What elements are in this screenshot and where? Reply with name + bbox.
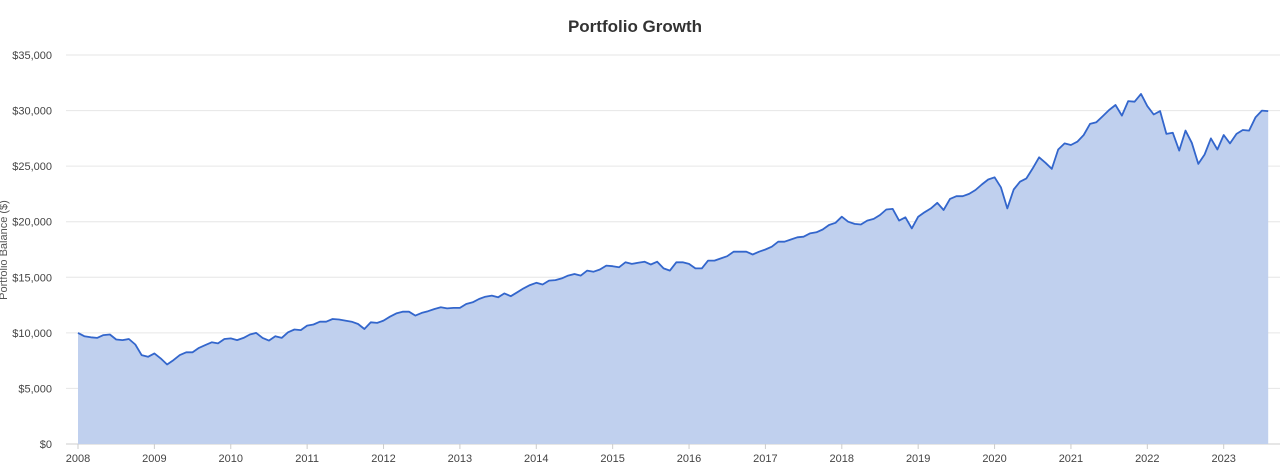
x-tick-label: 2009 bbox=[142, 453, 166, 465]
x-tick-label: 2011 bbox=[295, 453, 319, 465]
y-tick-label: $30,000 bbox=[12, 106, 52, 118]
x-tick-label: 2012 bbox=[371, 453, 395, 465]
y-tick-label: $5,000 bbox=[18, 383, 52, 395]
y-tick-label: $10,000 bbox=[12, 328, 52, 340]
y-tick-label: $35,000 bbox=[12, 50, 52, 62]
x-tick-label: 2020 bbox=[982, 453, 1006, 465]
y-tick-label: $15,000 bbox=[12, 272, 52, 284]
y-tick-label: $25,000 bbox=[12, 161, 52, 173]
x-tick-label: 2022 bbox=[1135, 453, 1159, 465]
series-line bbox=[77, 93, 1269, 366]
x-tick-label: 2008 bbox=[66, 453, 90, 465]
x-tick-label: 2017 bbox=[753, 453, 777, 465]
plot-area bbox=[77, 93, 1269, 445]
x-tick-label: 2018 bbox=[830, 453, 854, 465]
y-tick-label: $20,000 bbox=[12, 217, 52, 229]
x-tick-label: 2010 bbox=[219, 453, 243, 465]
y-tick-label: $0 bbox=[40, 439, 52, 451]
axes: $0 $5,000 $10,000 $15,000 $20,000 $25,000 $30,… bbox=[12, 50, 1236, 465]
x-tick-label: 2014 bbox=[524, 453, 548, 465]
y-axis-title: Portfolio Balance ($) bbox=[0, 200, 10, 300]
series-area bbox=[78, 93, 1269, 445]
x-tick-label: 2013 bbox=[448, 453, 472, 465]
x-tick-label: 2016 bbox=[677, 453, 701, 465]
x-tick-label: 2019 bbox=[906, 453, 930, 465]
x-tick-label: 2021 bbox=[1059, 453, 1083, 465]
chart-title: Portfolio Growth bbox=[567, 17, 703, 36]
x-tick-label: 2023 bbox=[1211, 453, 1235, 465]
x-tick-label: 2015 bbox=[600, 453, 624, 465]
